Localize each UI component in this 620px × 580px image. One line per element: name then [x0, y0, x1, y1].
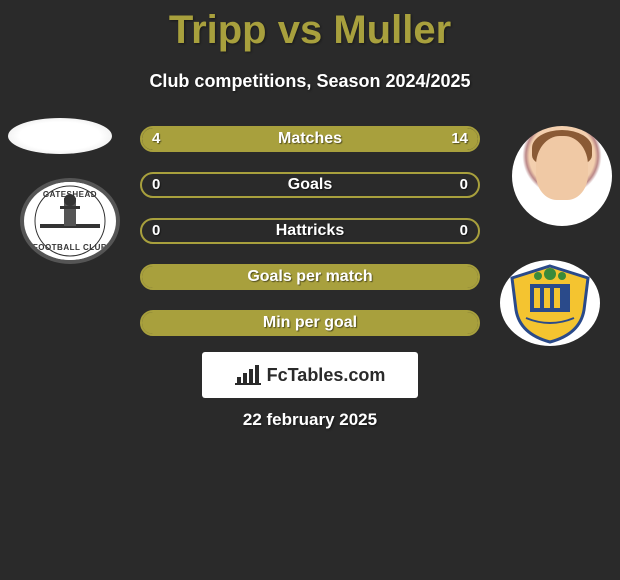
stat-bar-goals: 0 Goals 0 [140, 172, 480, 198]
stat-value-right: 0 [460, 174, 468, 196]
watermark-text: FcTables.com [267, 365, 386, 386]
subtitle: Club competitions, Season 2024/2025 [0, 71, 620, 92]
stat-label: Matches [142, 128, 478, 150]
stat-value-right: 14 [451, 128, 468, 150]
sutton-badge-icon [500, 260, 600, 346]
stat-label: Goals [142, 174, 478, 196]
stat-bar-matches: 4 Matches 14 [140, 126, 480, 152]
date-text: 22 february 2025 [0, 410, 620, 430]
stat-bar-hattricks: 0 Hattricks 0 [140, 218, 480, 244]
club-left-name-bottom: FOOTBALL CLUB [24, 243, 116, 252]
stat-value-right: 0 [460, 220, 468, 242]
stat-bar-goals-per-match: Goals per match [140, 264, 480, 290]
stats-container: 4 Matches 14 0 Goals 0 0 Hattricks 0 Goa… [140, 126, 480, 356]
club-badge-right [500, 260, 600, 346]
player-right-photo [512, 126, 612, 226]
watermark: FcTables.com [202, 352, 418, 398]
page-title: Tripp vs Muller [0, 0, 620, 53]
player-face-icon [536, 136, 588, 200]
chart-icon [235, 365, 261, 385]
stat-label: Hattricks [142, 220, 478, 242]
club-badge-left: GATESHEAD FOOTBALL CLUB [20, 178, 120, 264]
stat-bar-min-per-goal: Min per goal [140, 310, 480, 336]
stat-label: Min per goal [142, 312, 478, 334]
player-left-photo [8, 118, 112, 154]
stat-label: Goals per match [142, 266, 478, 288]
club-left-name-top: GATESHEAD [24, 190, 116, 199]
